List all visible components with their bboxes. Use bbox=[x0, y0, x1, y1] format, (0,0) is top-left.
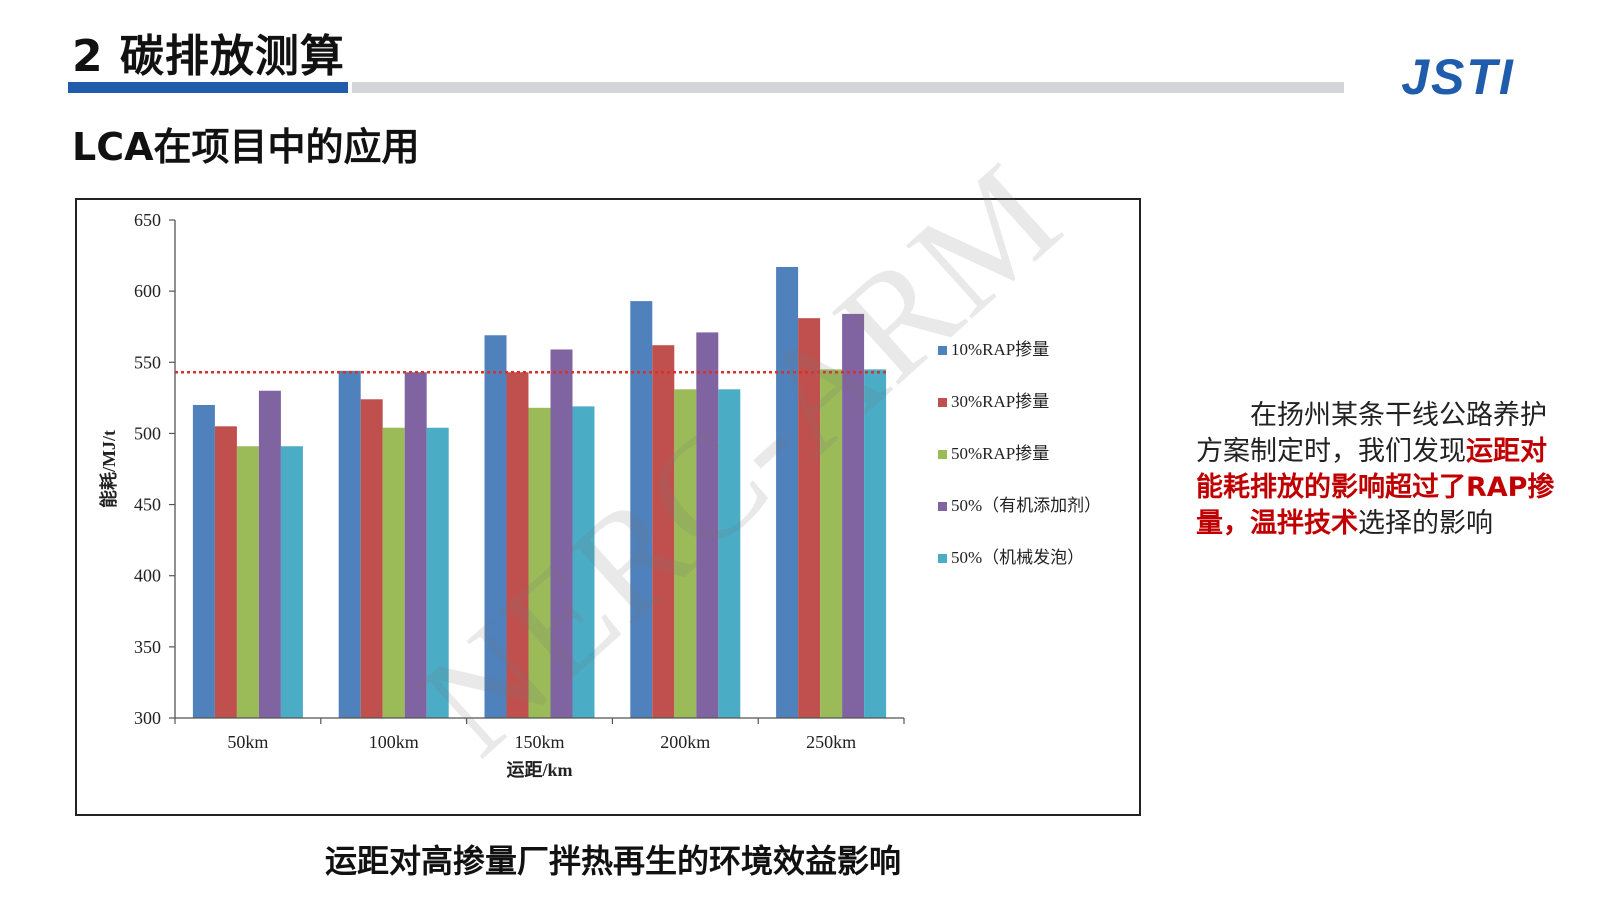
y-tick-label: 400 bbox=[134, 566, 161, 586]
slide-title: 2 碳排放测算 bbox=[72, 31, 345, 82]
chart-caption: 运距对高掺量厂拌热再生的环境效益影响 bbox=[324, 842, 901, 880]
bar bbox=[572, 406, 595, 718]
bar bbox=[674, 389, 697, 718]
legend-label: 50%RAP掺量 bbox=[951, 444, 1049, 463]
note-highlight: 运距对能耗排放的影响超过了RAP掺量，温拌技术 bbox=[1196, 436, 1555, 539]
bar bbox=[426, 427, 449, 718]
bar bbox=[506, 372, 529, 718]
bar bbox=[696, 332, 719, 718]
y-tick-label: 500 bbox=[134, 423, 161, 443]
legend-swatch bbox=[938, 502, 947, 511]
bar bbox=[842, 313, 865, 718]
legend-label: 30%RAP掺量 bbox=[951, 392, 1049, 411]
bar bbox=[192, 404, 215, 718]
section-subtitle: LCA在项目中的应用 bbox=[72, 125, 420, 169]
note-text-end: 选择的影响 bbox=[1358, 508, 1493, 539]
bar bbox=[798, 318, 821, 718]
bar bbox=[484, 335, 507, 718]
x-tick-label: 200km bbox=[660, 732, 710, 752]
bar bbox=[820, 369, 843, 718]
legend-swatch bbox=[938, 346, 947, 355]
bar bbox=[404, 372, 427, 718]
bar bbox=[550, 349, 573, 718]
bar bbox=[718, 389, 741, 718]
x-tick-label: 50km bbox=[227, 732, 268, 752]
bar bbox=[236, 446, 259, 718]
legend-swatch bbox=[938, 398, 947, 407]
legend-label: 50%（机械发泡） bbox=[951, 548, 1084, 567]
legend-label: 50%（有机添加剂） bbox=[951, 496, 1101, 515]
y-tick-label: 300 bbox=[134, 708, 161, 728]
y-tick-label: 600 bbox=[134, 281, 161, 301]
y-tick-label: 350 bbox=[134, 637, 161, 657]
chart-frame: 50km 100km 150km 200km 250km 300 350 400 450 500 5… bbox=[75, 198, 1141, 816]
note-text-start: 在扬州某条干线公路养护方案制定时，我们发现 bbox=[1196, 400, 1547, 467]
finding-note: 在扬州某条干线公路养护方案制定时，我们发现运距对能耗排放的影响超过了RAP掺量，… bbox=[1196, 398, 1558, 542]
legend-swatch bbox=[938, 450, 947, 459]
bar bbox=[630, 301, 653, 718]
logo-text: JSTI bbox=[1401, 52, 1515, 100]
x-tick-label: 150km bbox=[514, 732, 564, 752]
bar bbox=[360, 399, 383, 718]
bar bbox=[864, 369, 887, 718]
x-tick-label: 250km bbox=[806, 732, 856, 752]
bar bbox=[652, 345, 675, 718]
x-axis-title: 运距/km bbox=[506, 760, 572, 780]
bar bbox=[776, 266, 799, 718]
legend-swatch bbox=[938, 554, 947, 563]
jsti-logo: JSTI bbox=[1401, 52, 1515, 100]
x-tick-label: 100km bbox=[369, 732, 419, 752]
legend-label: 10%RAP掺量 bbox=[951, 340, 1049, 359]
bar bbox=[382, 427, 405, 718]
bar bbox=[280, 446, 303, 718]
bar bbox=[338, 370, 361, 718]
title-underline-bar bbox=[352, 82, 1344, 93]
bar bbox=[214, 426, 237, 718]
title-underline-accent bbox=[68, 82, 348, 93]
y-tick-label: 550 bbox=[134, 352, 161, 372]
bar bbox=[258, 390, 281, 718]
y-tick-label: 450 bbox=[134, 495, 161, 515]
y-axis-title: 能耗/MJ/t bbox=[98, 430, 119, 508]
bar bbox=[528, 407, 551, 718]
y-tick-label: 650 bbox=[134, 210, 161, 230]
bar-chart: 50km 100km 150km 200km 250km 300 350 400 450 500 5… bbox=[98, 210, 1101, 780]
